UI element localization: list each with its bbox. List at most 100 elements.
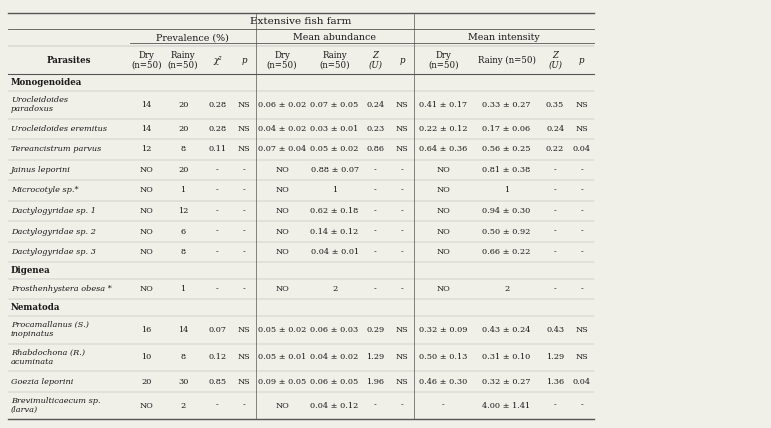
Text: NS: NS — [396, 326, 409, 334]
Text: NO: NO — [436, 228, 450, 235]
Text: NS: NS — [237, 125, 251, 133]
Text: -: - — [243, 285, 245, 293]
Text: NO: NO — [275, 401, 289, 410]
Text: 0.29: 0.29 — [366, 326, 385, 334]
Text: 1.36: 1.36 — [546, 377, 564, 386]
Text: 0.46 ± 0.30: 0.46 ± 0.30 — [419, 377, 467, 386]
Text: -: - — [243, 248, 245, 256]
Text: 0.12: 0.12 — [208, 354, 227, 362]
Text: -: - — [243, 187, 245, 194]
Text: NS: NS — [575, 101, 588, 109]
Text: 16: 16 — [141, 326, 152, 334]
Text: NO: NO — [140, 401, 153, 410]
Text: -: - — [374, 228, 377, 235]
Text: -: - — [581, 401, 583, 410]
Text: Microcotyle sp.*: Microcotyle sp.* — [11, 187, 79, 194]
Text: 0.41 ± 0.17: 0.41 ± 0.17 — [419, 101, 467, 109]
Text: 0.33 ± 0.27: 0.33 ± 0.27 — [483, 101, 530, 109]
Text: 0.62 ± 0.18: 0.62 ± 0.18 — [311, 207, 359, 215]
Text: NS: NS — [237, 354, 251, 362]
Text: Mean abundance: Mean abundance — [294, 33, 376, 42]
Text: 0.03 ± 0.01: 0.03 ± 0.01 — [311, 125, 359, 133]
Text: NO: NO — [140, 166, 153, 174]
Text: p: p — [399, 56, 405, 65]
Text: NO: NO — [275, 187, 289, 194]
Text: Tereancistrum parvus: Tereancistrum parvus — [11, 146, 101, 153]
Text: 2: 2 — [504, 285, 509, 293]
Text: NO: NO — [275, 207, 289, 215]
Text: 0.24: 0.24 — [366, 101, 385, 109]
Text: 0.14 ± 0.12: 0.14 ± 0.12 — [311, 228, 359, 235]
Text: Rainy
(n=50): Rainy (n=50) — [319, 51, 350, 70]
Text: Digenea: Digenea — [11, 266, 51, 275]
Text: 20: 20 — [141, 377, 152, 386]
Text: -: - — [401, 248, 403, 256]
Text: 0.04: 0.04 — [573, 377, 591, 386]
Text: 14: 14 — [141, 101, 152, 109]
Text: 0.85: 0.85 — [208, 377, 227, 386]
Text: 12: 12 — [178, 207, 188, 215]
Text: 14: 14 — [178, 326, 188, 334]
Text: 0.06 ± 0.05: 0.06 ± 0.05 — [311, 377, 359, 386]
Text: -: - — [216, 228, 219, 235]
Text: NS: NS — [396, 377, 409, 386]
Text: Dactylogyridae sp. 2: Dactylogyridae sp. 2 — [11, 228, 96, 235]
Text: NS: NS — [396, 125, 409, 133]
Text: Rhabdochona (R.)
acuminata: Rhabdochona (R.) acuminata — [11, 349, 85, 366]
Text: -: - — [554, 166, 557, 174]
Text: 0.04 ± 0.12: 0.04 ± 0.12 — [311, 401, 359, 410]
Text: NO: NO — [140, 207, 153, 215]
Text: NS: NS — [396, 354, 409, 362]
Text: Urocleidoides eremitus: Urocleidoides eremitus — [11, 125, 107, 133]
Text: 0.09 ± 0.05: 0.09 ± 0.05 — [258, 377, 306, 386]
Text: 0.66 ± 0.22: 0.66 ± 0.22 — [483, 248, 530, 256]
Text: 0.50 ± 0.92: 0.50 ± 0.92 — [483, 228, 530, 235]
Text: -: - — [581, 187, 583, 194]
Text: -: - — [554, 401, 557, 410]
Text: 0.56 ± 0.25: 0.56 ± 0.25 — [483, 146, 530, 153]
Text: Dry
(n=50): Dry (n=50) — [131, 51, 162, 70]
Text: Prosthenhystera obesa *: Prosthenhystera obesa * — [11, 285, 112, 293]
Text: NO: NO — [275, 166, 289, 174]
Text: Dactylogyridae sp. 3: Dactylogyridae sp. 3 — [11, 248, 96, 256]
Text: -: - — [243, 401, 245, 410]
Text: NO: NO — [436, 248, 450, 256]
Text: -: - — [401, 228, 403, 235]
Text: 0.35: 0.35 — [546, 101, 564, 109]
Text: NS: NS — [237, 101, 251, 109]
Text: Rainy
(n=50): Rainy (n=50) — [168, 51, 198, 70]
Text: 0.24: 0.24 — [546, 125, 564, 133]
Text: -: - — [554, 207, 557, 215]
Text: Mean intensity: Mean intensity — [468, 33, 540, 42]
Text: NO: NO — [140, 285, 153, 293]
Text: Z
(U): Z (U) — [369, 51, 382, 70]
Text: 12: 12 — [141, 146, 152, 153]
Text: -: - — [554, 248, 557, 256]
Text: 0.88 ± 0.07: 0.88 ± 0.07 — [311, 166, 359, 174]
Text: -: - — [374, 166, 377, 174]
Text: 0.22 ± 0.12: 0.22 ± 0.12 — [419, 125, 467, 133]
Text: 1.29: 1.29 — [546, 354, 564, 362]
Text: Jainus leporini: Jainus leporini — [11, 166, 71, 174]
Text: -: - — [581, 228, 583, 235]
Text: 0.23: 0.23 — [366, 125, 385, 133]
Text: -: - — [374, 248, 377, 256]
Text: Z
(U): Z (U) — [548, 51, 562, 70]
Text: 1.29: 1.29 — [366, 354, 385, 362]
Text: -: - — [581, 285, 583, 293]
Text: -: - — [216, 166, 219, 174]
Text: -: - — [216, 248, 219, 256]
Text: 0.04: 0.04 — [573, 146, 591, 153]
Text: NS: NS — [396, 146, 409, 153]
Text: 0.06 ± 0.02: 0.06 ± 0.02 — [258, 101, 306, 109]
Text: Rainy (n=50): Rainy (n=50) — [477, 56, 536, 65]
Text: 0.07 ± 0.04: 0.07 ± 0.04 — [258, 146, 306, 153]
Text: -: - — [401, 285, 403, 293]
Text: NO: NO — [275, 248, 289, 256]
Text: 0.31 ± 0.10: 0.31 ± 0.10 — [483, 354, 530, 362]
Text: 0.32 ± 0.09: 0.32 ± 0.09 — [419, 326, 467, 334]
Text: Parasites: Parasites — [46, 56, 91, 65]
Text: NS: NS — [396, 101, 409, 109]
Text: -: - — [442, 401, 445, 410]
Text: -: - — [401, 401, 403, 410]
